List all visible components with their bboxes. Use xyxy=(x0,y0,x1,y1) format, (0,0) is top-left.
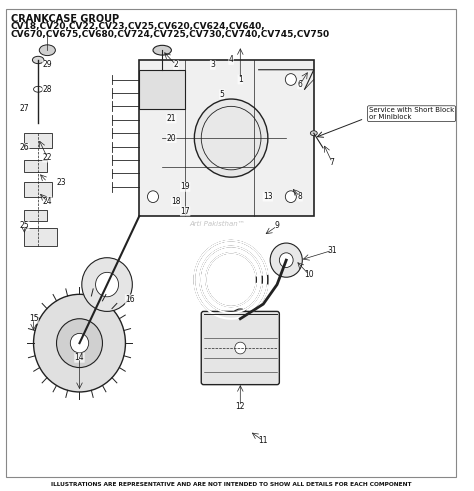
Text: 12: 12 xyxy=(236,402,245,411)
Text: 2: 2 xyxy=(173,60,178,69)
Text: 10: 10 xyxy=(304,270,314,279)
Text: 29: 29 xyxy=(43,60,52,69)
Text: CV670,CV675,CV680,CV724,CV725,CV730,CV740,CV745,CV750: CV670,CV675,CV680,CV724,CV725,CV730,CV74… xyxy=(10,30,330,39)
Text: Arti Pakisthan™: Arti Pakisthan™ xyxy=(190,221,245,227)
Circle shape xyxy=(96,273,118,297)
Text: 18: 18 xyxy=(171,197,181,206)
Ellipse shape xyxy=(39,45,55,55)
FancyBboxPatch shape xyxy=(139,60,314,216)
Text: 8: 8 xyxy=(298,192,302,201)
Text: 22: 22 xyxy=(43,153,52,162)
Circle shape xyxy=(270,243,302,277)
Text: 24: 24 xyxy=(43,197,52,206)
Text: 11: 11 xyxy=(258,436,268,445)
Circle shape xyxy=(34,294,126,392)
Text: 13: 13 xyxy=(263,192,273,201)
FancyBboxPatch shape xyxy=(24,210,47,221)
Text: Service with Short Block
or Miniblock: Service with Short Block or Miniblock xyxy=(369,107,454,120)
FancyBboxPatch shape xyxy=(24,133,52,148)
Circle shape xyxy=(231,309,249,328)
Text: 1: 1 xyxy=(238,75,243,84)
Circle shape xyxy=(285,74,296,85)
Text: 25: 25 xyxy=(19,221,29,230)
Text: 3: 3 xyxy=(210,60,215,69)
Text: 28: 28 xyxy=(43,85,52,94)
FancyBboxPatch shape xyxy=(24,160,47,172)
Text: 23: 23 xyxy=(56,178,66,187)
Text: 20: 20 xyxy=(166,134,176,142)
Circle shape xyxy=(279,253,293,268)
Text: 16: 16 xyxy=(125,295,135,304)
Circle shape xyxy=(147,74,158,85)
FancyBboxPatch shape xyxy=(24,182,52,197)
Ellipse shape xyxy=(32,56,44,64)
Text: CRANKCASE GROUP: CRANKCASE GROUP xyxy=(10,14,118,24)
Text: 17: 17 xyxy=(180,207,190,216)
Circle shape xyxy=(147,191,158,202)
Text: 9: 9 xyxy=(274,221,280,230)
Text: 27: 27 xyxy=(19,104,29,113)
Ellipse shape xyxy=(310,131,317,136)
Text: 31: 31 xyxy=(328,246,337,255)
Text: 21: 21 xyxy=(167,114,176,123)
Circle shape xyxy=(56,319,102,368)
Text: ILLUSTRATIONS ARE REPRESENTATIVE AND ARE NOT INTENDED TO SHOW ALL DETAILS FOR EA: ILLUSTRATIONS ARE REPRESENTATIVE AND ARE… xyxy=(51,482,411,487)
Ellipse shape xyxy=(153,45,172,55)
Circle shape xyxy=(82,258,132,311)
Text: CV18,CV20,CV22,CV23,CV25,CV620,CV624,CV640,: CV18,CV20,CV22,CV23,CV25,CV620,CV624,CV6… xyxy=(10,22,265,31)
Text: 14: 14 xyxy=(75,354,84,362)
Text: 19: 19 xyxy=(180,183,190,191)
Circle shape xyxy=(285,191,296,202)
Circle shape xyxy=(70,333,89,353)
Circle shape xyxy=(235,342,246,354)
Text: 15: 15 xyxy=(29,314,38,323)
Ellipse shape xyxy=(34,86,43,92)
Text: 6: 6 xyxy=(298,80,302,89)
FancyBboxPatch shape xyxy=(139,70,185,109)
FancyBboxPatch shape xyxy=(24,228,56,246)
Text: 4: 4 xyxy=(228,55,234,64)
Text: 5: 5 xyxy=(219,90,224,99)
Text: 7: 7 xyxy=(330,158,335,167)
Text: 26: 26 xyxy=(19,143,29,152)
Circle shape xyxy=(194,99,268,177)
FancyBboxPatch shape xyxy=(201,311,279,384)
